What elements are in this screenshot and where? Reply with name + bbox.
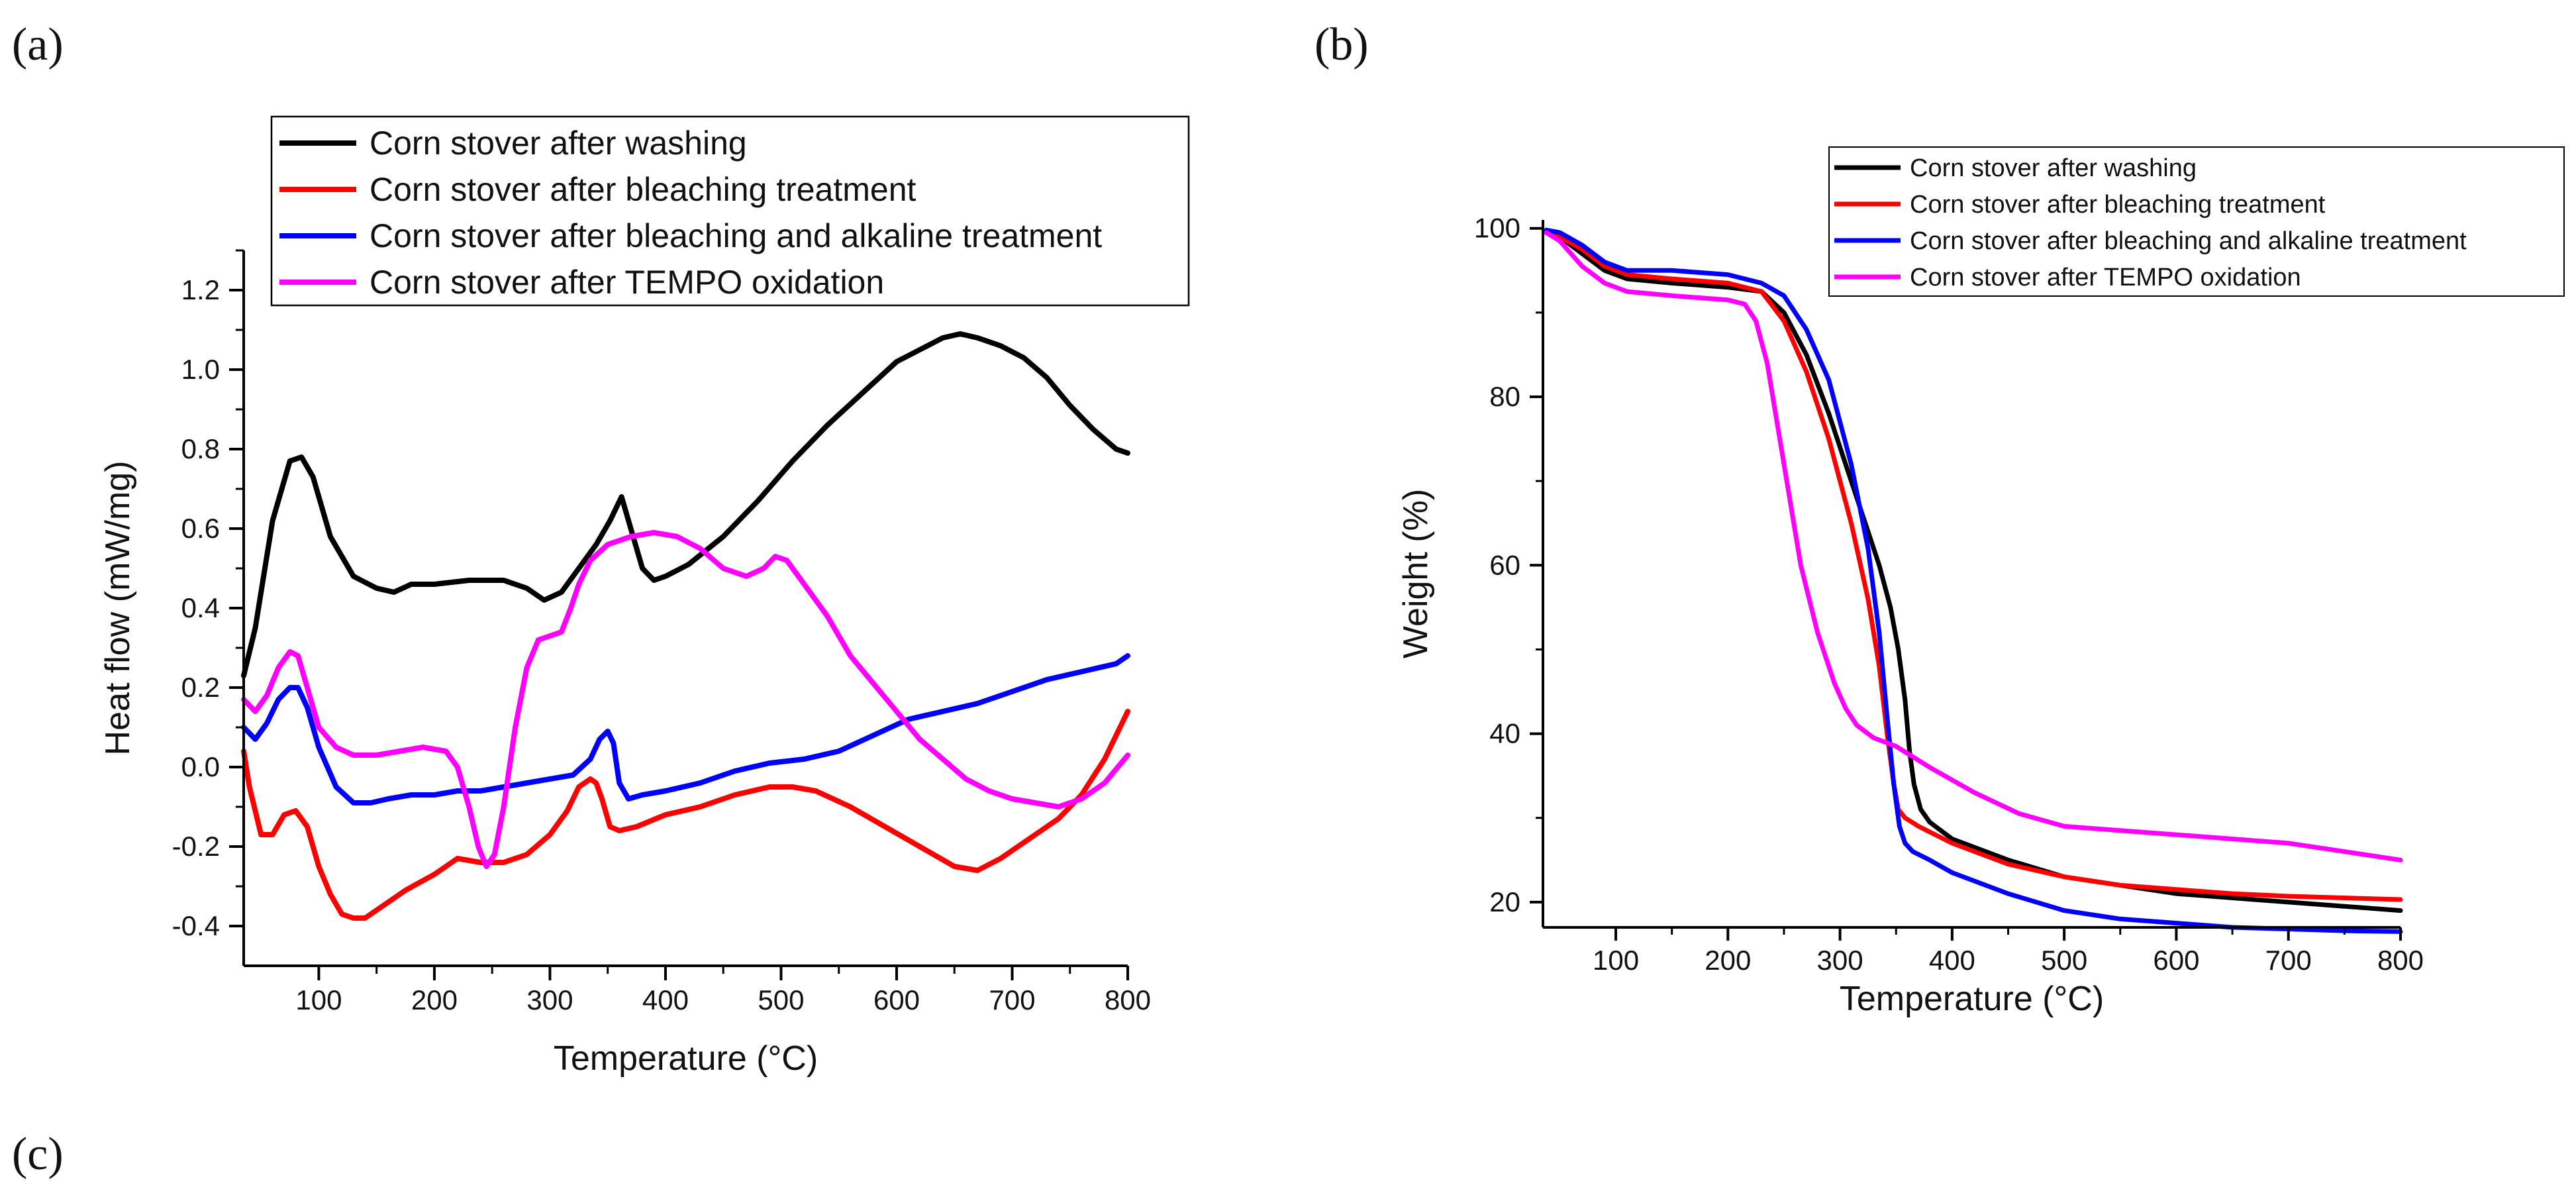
x-tick-label: 600 xyxy=(2153,945,2199,976)
y-tick-label: 0.4 xyxy=(181,592,220,623)
legend-entry-label: Corn stover after TEMPO oxidation xyxy=(1910,264,2301,291)
chart-a-x-axis-title: Temperature (°C) xyxy=(554,1039,818,1078)
chart-b-legend: Corn stover after washing Corn stover aft… xyxy=(1828,146,2565,297)
y-tick-label: 1.0 xyxy=(181,354,220,385)
chart-b-series xyxy=(1544,227,2403,934)
chart-b-ticks: 100 200 300 400 500 600 700 800 20 40 60 80 100 xyxy=(1474,213,2424,976)
series-line xyxy=(1544,227,2403,934)
chart-b-x-axis-title: Temperature (°C) xyxy=(1840,980,2104,1018)
chart-b-legend-box xyxy=(1828,146,2565,297)
x-tick-label: 500 xyxy=(2041,945,2087,976)
y-tick-label: -0.2 xyxy=(172,831,220,862)
y-tick-label: 100 xyxy=(1474,213,1520,244)
y-tick-label: 20 xyxy=(1489,886,1520,917)
chart-a-y-axis-title: Heat flow (mW/mg) xyxy=(99,461,137,756)
y-tick-label: 0.6 xyxy=(181,513,220,544)
x-tick-label: 300 xyxy=(1817,945,1863,976)
y-tick-label: 0.2 xyxy=(181,672,220,703)
x-tick-label: 300 xyxy=(526,984,573,1015)
series-line xyxy=(241,530,1130,869)
y-tick-label: -0.4 xyxy=(172,910,220,941)
series-line xyxy=(241,709,1130,921)
legend-entry-label: Corn stover after washing xyxy=(1910,154,2197,182)
panel-label-a: (a) xyxy=(12,19,64,70)
series-line xyxy=(241,331,1130,678)
chart-weight: 100 200 300 400 500 600 700 800 20 40 60 80 100 Temp… xyxy=(1397,146,2565,1018)
chart-a-legend-box xyxy=(270,115,1190,307)
series-line xyxy=(1544,230,2403,862)
chart-heat-flow: 100 200 300 400 500 600 700 800 -0.4 -0.2 0.0 0.2 0.… xyxy=(99,115,1190,1078)
panel-label-b: (b) xyxy=(1314,19,1369,70)
chart-a-series xyxy=(241,331,1130,921)
y-tick-label: 40 xyxy=(1489,718,1520,749)
x-tick-label: 600 xyxy=(873,984,920,1015)
x-tick-label: 200 xyxy=(411,984,458,1015)
x-tick-label: 800 xyxy=(2377,945,2424,976)
y-tick-label: 0.8 xyxy=(181,433,220,464)
y-tick-label: 80 xyxy=(1489,381,1520,412)
series-line xyxy=(1544,230,2403,902)
chart-a-legend: Corn stover after washing Corn stover aft… xyxy=(270,115,1190,307)
legend-entry-label: Corn stover after bleaching and alkaline… xyxy=(370,217,1102,254)
chart-a-ticks: 100 200 300 400 500 600 700 800 -0.4 -0.2 0.0 0.2 0.… xyxy=(172,249,1151,1015)
legend-entry-label: Corn stover after bleaching treatment xyxy=(370,171,916,208)
x-tick-label: 800 xyxy=(1105,984,1151,1015)
series-line xyxy=(1544,230,2403,913)
x-tick-label: 200 xyxy=(1705,945,1751,976)
y-tick-label: 60 xyxy=(1489,549,1520,580)
x-tick-label: 400 xyxy=(1929,945,1975,976)
x-tick-label: 500 xyxy=(758,984,804,1015)
x-tick-label: 100 xyxy=(295,984,342,1015)
y-tick-label: 0.0 xyxy=(181,751,220,782)
legend-entry-label: Corn stover after TEMPO oxidation xyxy=(370,264,884,301)
series-line xyxy=(241,653,1130,805)
chart-b-y-axis-title: Weight (%) xyxy=(1397,489,1435,658)
x-tick-label: 400 xyxy=(642,984,689,1015)
y-tick-label: 1.2 xyxy=(181,274,220,305)
x-tick-label: 700 xyxy=(2265,945,2312,976)
legend-entry-label: Corn stover after washing xyxy=(370,125,747,162)
legend-entry-label: Corn stover after bleaching treatment xyxy=(1910,191,2326,219)
x-tick-label: 100 xyxy=(1593,945,1639,976)
x-tick-label: 700 xyxy=(989,984,1035,1015)
panel-label-c: (c) xyxy=(12,1129,64,1180)
legend-entry-label: Corn stover after bleaching and alkaline… xyxy=(1910,227,2467,255)
